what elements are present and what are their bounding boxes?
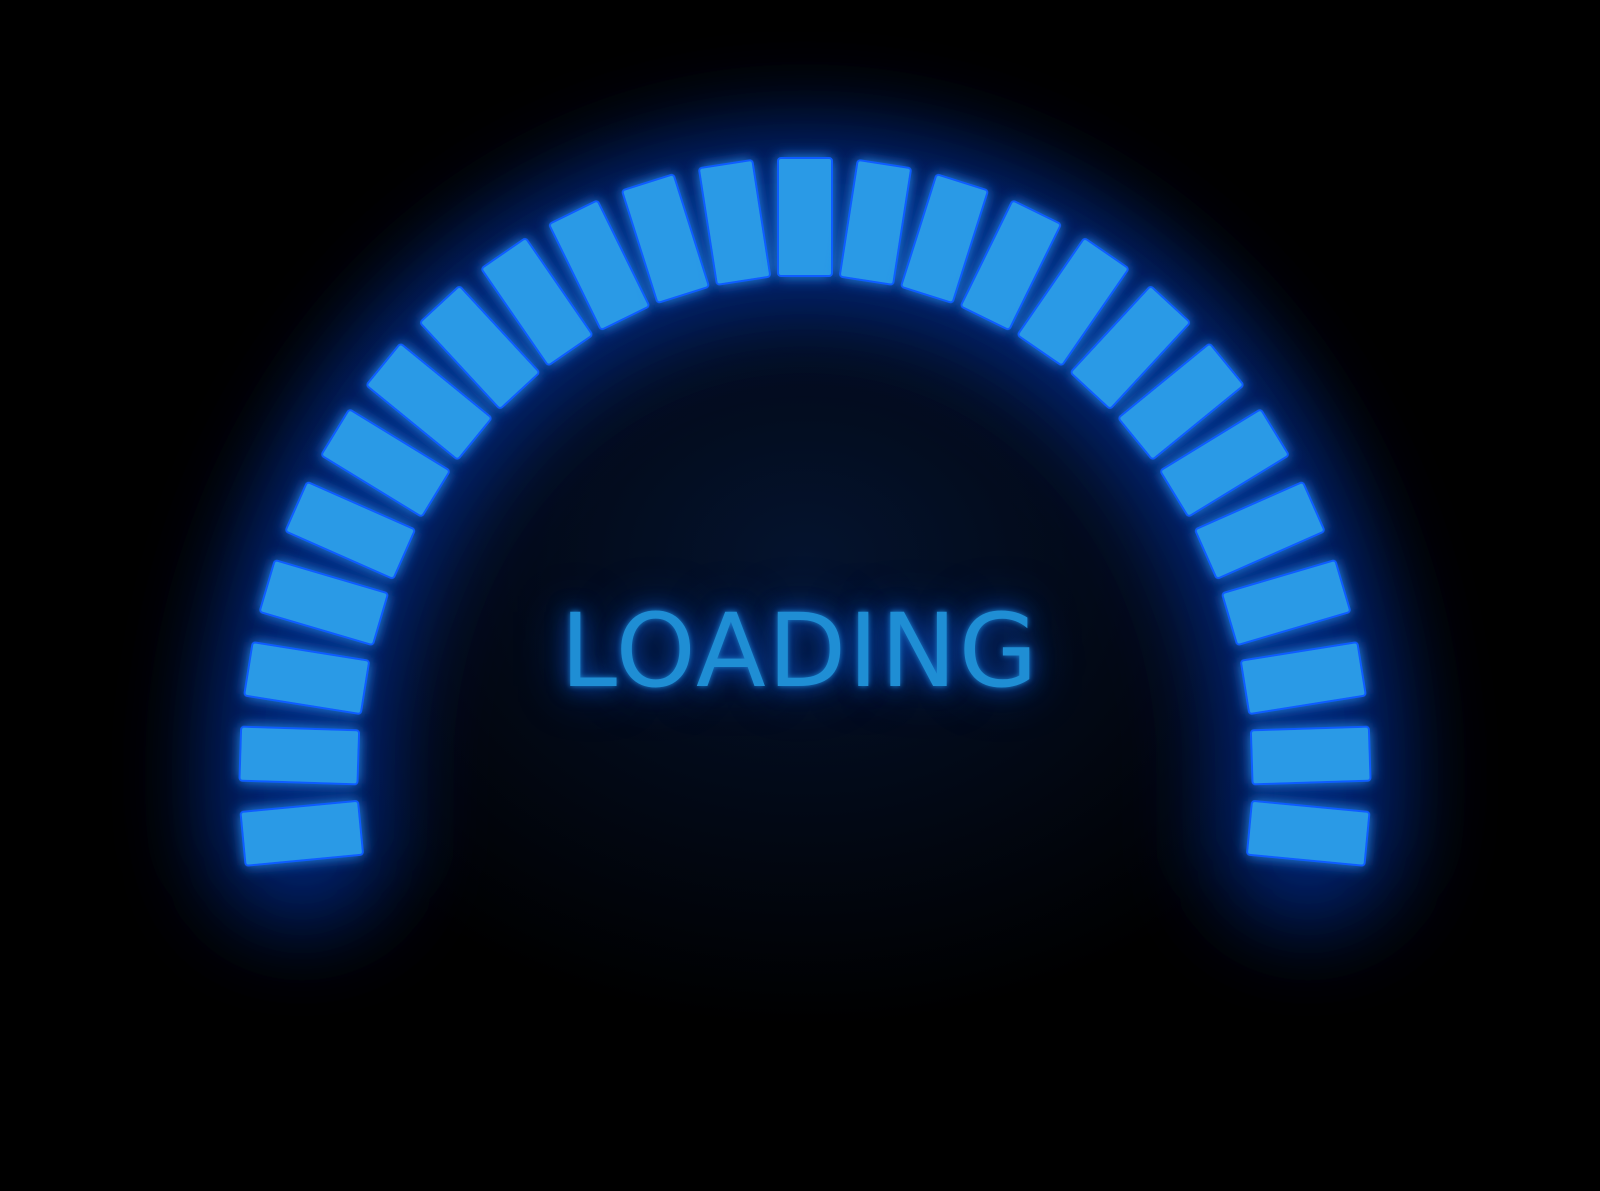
gauge-segment bbox=[1160, 409, 1289, 517]
gauge-segment bbox=[239, 800, 364, 867]
gauge-segment bbox=[481, 238, 593, 366]
gauge-segment bbox=[238, 725, 361, 786]
gauge-segment bbox=[366, 343, 492, 460]
gauge-segment bbox=[1221, 559, 1351, 646]
gauge-segment bbox=[1249, 725, 1372, 786]
gauge-segment bbox=[839, 159, 912, 286]
gauge-segment bbox=[698, 159, 771, 286]
gauge-segment bbox=[243, 641, 370, 715]
gauge-segment bbox=[900, 173, 989, 304]
gauge-segment bbox=[548, 200, 650, 331]
gauge-segment bbox=[960, 200, 1062, 331]
gauge-segment bbox=[321, 409, 450, 517]
gauge-segment bbox=[1194, 481, 1325, 580]
gauge-segment bbox=[1017, 238, 1129, 366]
loading-label: LOADING bbox=[560, 592, 1040, 711]
gauge-segment bbox=[1246, 800, 1371, 867]
gauge-segment bbox=[1240, 641, 1367, 715]
gauge-segment bbox=[420, 286, 540, 409]
gauge-segments bbox=[238, 157, 1372, 867]
gauge-segment bbox=[1118, 343, 1244, 460]
gauge-segment bbox=[777, 157, 833, 277]
gauge-segment bbox=[621, 173, 710, 304]
gauge-segment bbox=[285, 481, 416, 580]
gauge-segment bbox=[1070, 286, 1190, 409]
gauge-segment bbox=[259, 559, 389, 646]
